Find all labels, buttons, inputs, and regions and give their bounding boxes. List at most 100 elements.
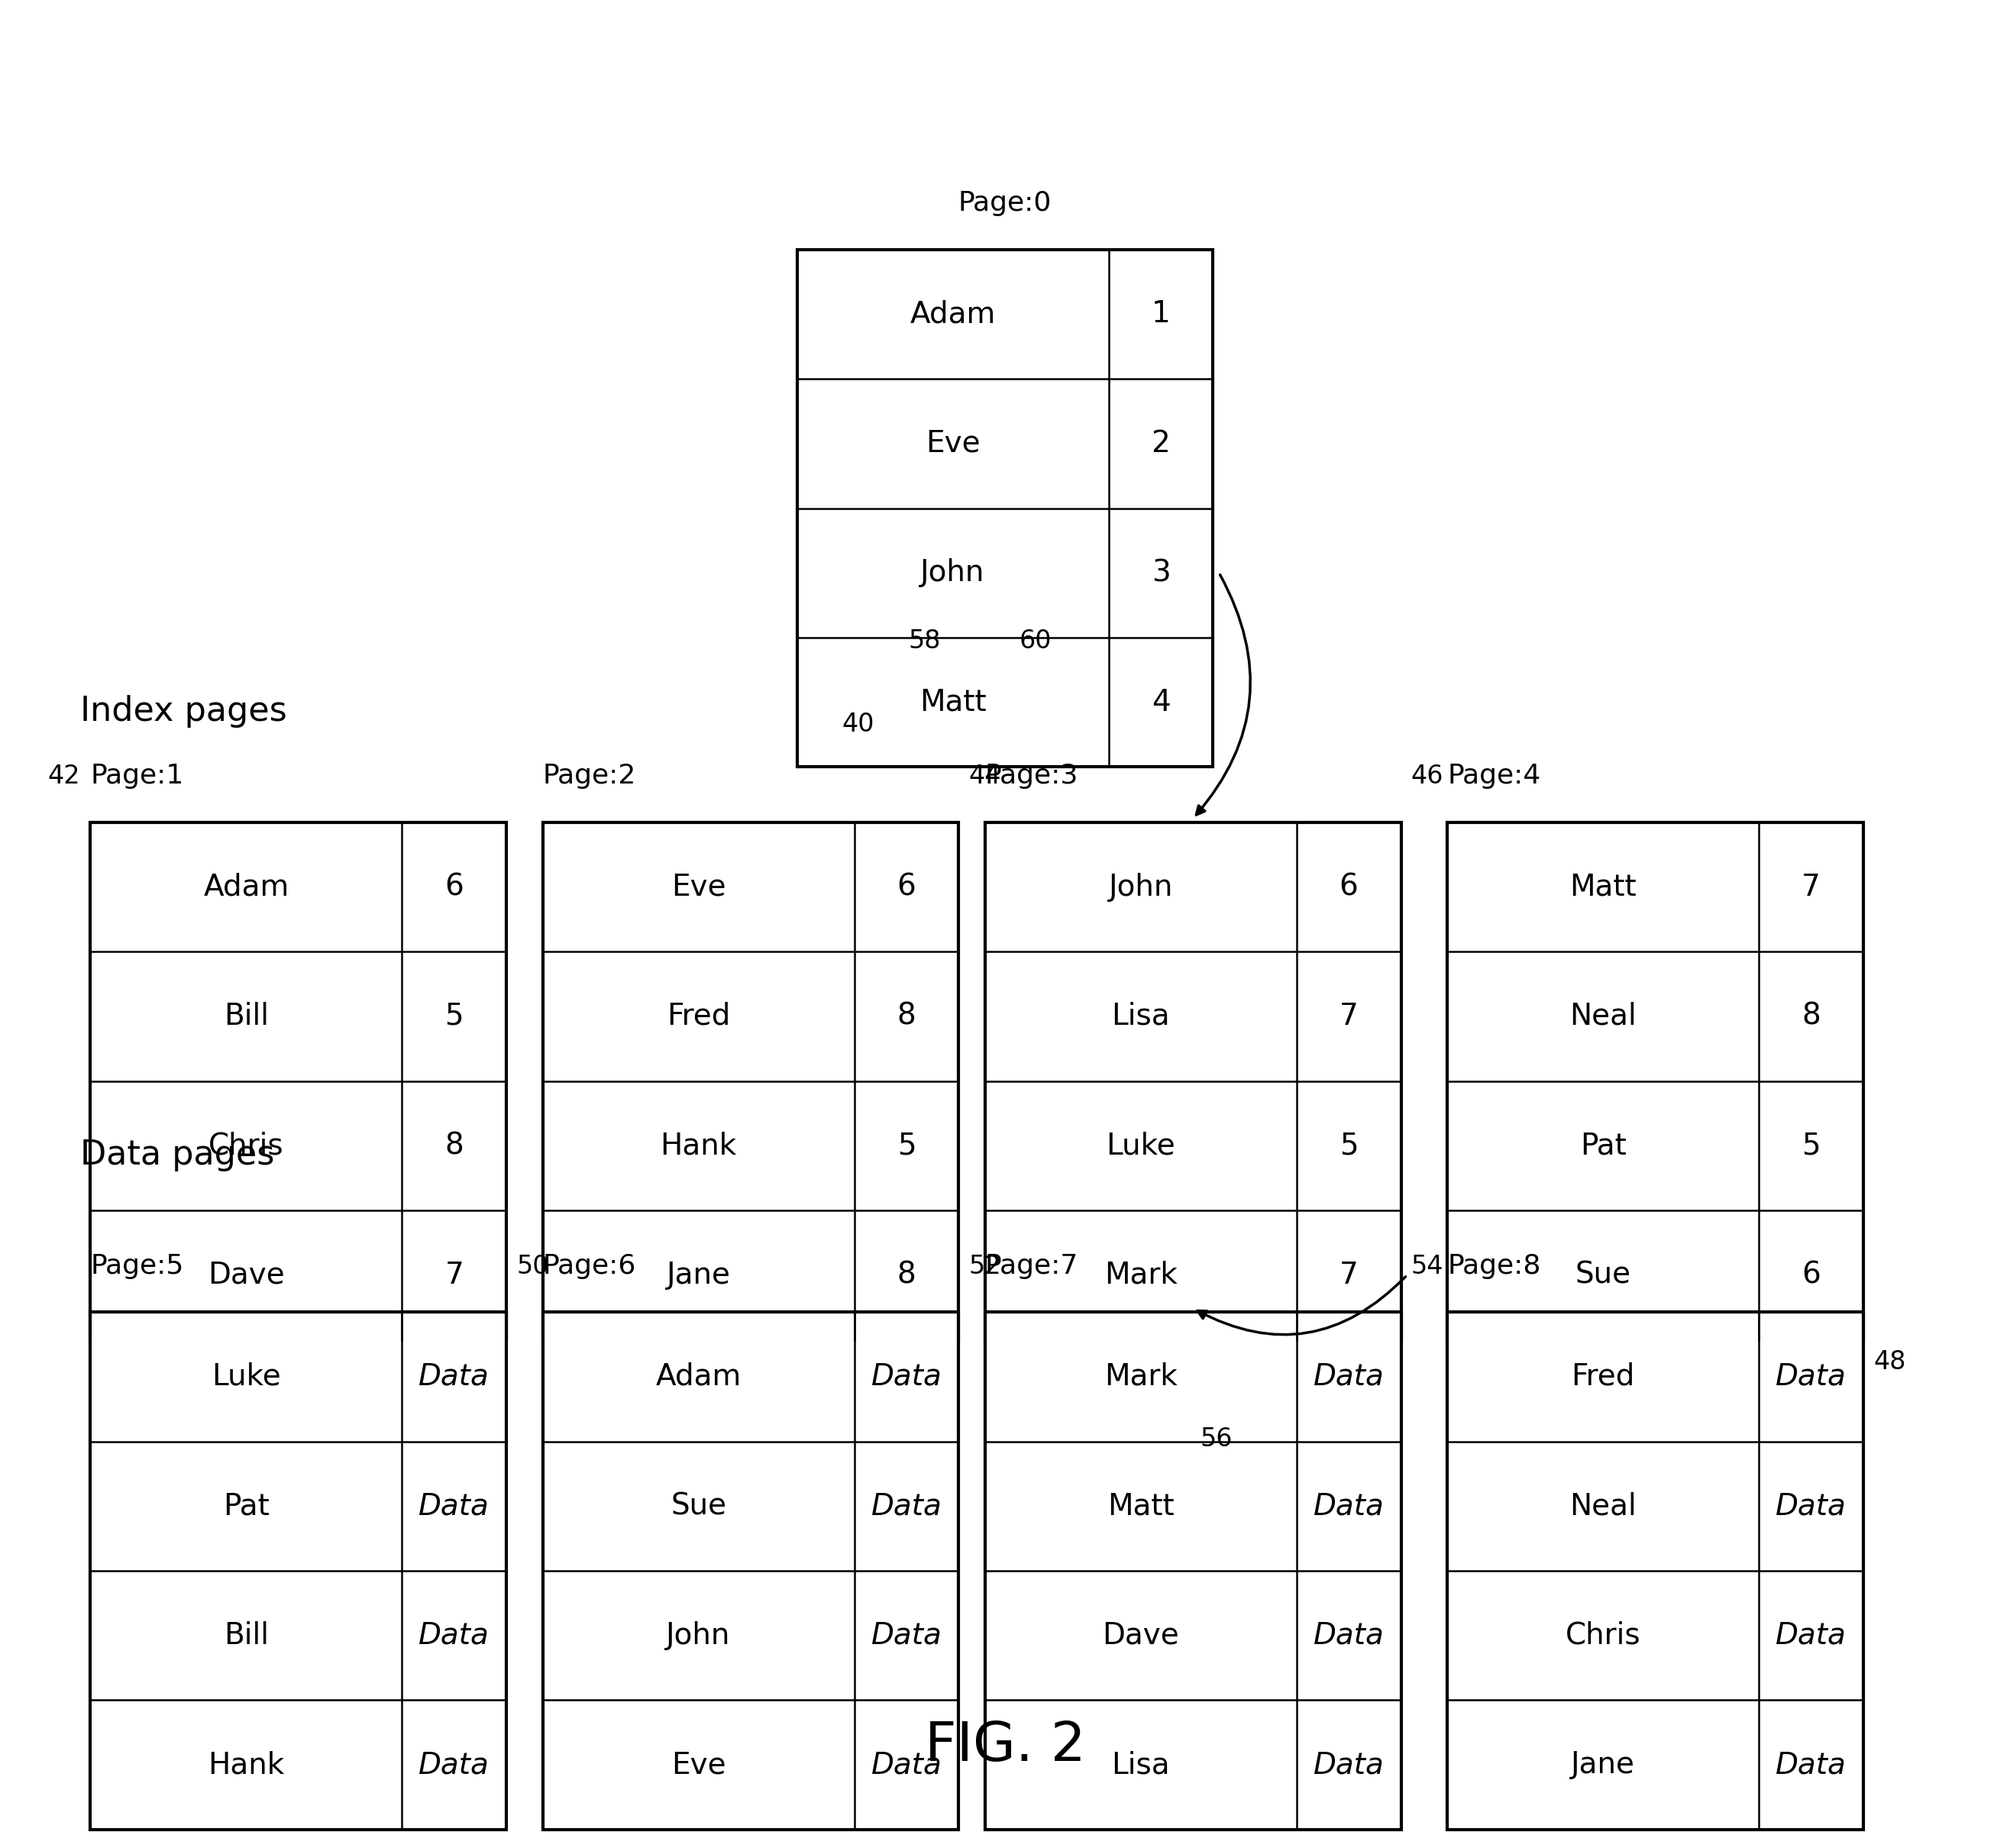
- Text: 58: 58: [909, 628, 941, 654]
- Text: Page:0: Page:0: [959, 190, 1051, 216]
- Text: 56: 56: [1200, 1427, 1232, 1453]
- Text: Mark: Mark: [1103, 1362, 1178, 1392]
- Text: Index pages: Index pages: [80, 695, 287, 728]
- Bar: [1447, 1312, 1863, 1830]
- Text: Adam: Adam: [655, 1362, 742, 1392]
- Text: Data: Data: [418, 1750, 490, 1780]
- Text: Pat: Pat: [1580, 1131, 1626, 1161]
- Text: John: John: [921, 558, 985, 588]
- Text: Data: Data: [1313, 1362, 1385, 1392]
- Text: 40: 40: [842, 711, 874, 737]
- Bar: [985, 822, 1401, 1340]
- Text: Jane: Jane: [1572, 1750, 1634, 1780]
- Text: Hank: Hank: [659, 1131, 738, 1161]
- Bar: [90, 1312, 507, 1830]
- Text: 6: 6: [896, 872, 917, 902]
- Text: Luke: Luke: [211, 1362, 281, 1392]
- Text: 2: 2: [1152, 429, 1170, 458]
- Text: Bill: Bill: [223, 1002, 269, 1031]
- Text: 8: 8: [896, 1002, 917, 1031]
- Text: Data: Data: [870, 1750, 943, 1780]
- Text: 44: 44: [969, 763, 1001, 789]
- Text: 5: 5: [896, 1131, 917, 1161]
- Text: Data: Data: [870, 1621, 943, 1650]
- Text: Pat: Pat: [223, 1491, 269, 1521]
- Text: Matt: Matt: [919, 687, 987, 717]
- Text: 6: 6: [444, 872, 464, 902]
- Text: 7: 7: [1339, 1260, 1359, 1290]
- Text: Page:8: Page:8: [1447, 1253, 1542, 1279]
- Text: 7: 7: [1339, 1002, 1359, 1031]
- Text: Sue: Sue: [1576, 1260, 1630, 1290]
- Text: Lisa: Lisa: [1112, 1002, 1170, 1031]
- Text: Chris: Chris: [1566, 1621, 1640, 1650]
- Text: Data: Data: [418, 1491, 490, 1521]
- Text: Mark: Mark: [1103, 1260, 1178, 1290]
- Bar: [90, 822, 507, 1340]
- Text: FIG. 2: FIG. 2: [925, 1720, 1085, 1772]
- Text: Data pages: Data pages: [80, 1138, 275, 1172]
- Text: Eve: Eve: [671, 1750, 726, 1780]
- Text: Matt: Matt: [1108, 1491, 1174, 1521]
- Bar: [1447, 822, 1863, 1340]
- Text: Matt: Matt: [1570, 872, 1636, 902]
- Text: Hank: Hank: [207, 1750, 285, 1780]
- Text: 50: 50: [517, 1253, 549, 1279]
- Text: Data: Data: [418, 1621, 490, 1650]
- Text: Lisa: Lisa: [1112, 1750, 1170, 1780]
- Text: 4: 4: [1152, 687, 1170, 717]
- Text: Eve: Eve: [671, 872, 726, 902]
- Text: Sue: Sue: [671, 1491, 726, 1521]
- Text: Eve: Eve: [925, 429, 981, 458]
- Text: 6: 6: [1339, 872, 1359, 902]
- Text: 6: 6: [1801, 1260, 1821, 1290]
- Text: 54: 54: [1411, 1253, 1443, 1279]
- Text: 60: 60: [1019, 628, 1051, 654]
- Text: John: John: [665, 1621, 732, 1650]
- Text: 8: 8: [1801, 1002, 1821, 1031]
- Text: Chris: Chris: [209, 1131, 283, 1161]
- Text: Data: Data: [418, 1362, 490, 1392]
- Text: Data: Data: [1775, 1362, 1847, 1392]
- Text: Dave: Dave: [1101, 1621, 1180, 1650]
- Text: 42: 42: [48, 763, 80, 789]
- Text: Jane: Jane: [667, 1260, 730, 1290]
- Text: 7: 7: [444, 1260, 464, 1290]
- Text: Adam: Adam: [911, 299, 995, 329]
- Bar: [543, 1312, 959, 1830]
- Text: Data: Data: [1313, 1621, 1385, 1650]
- Text: Dave: Dave: [207, 1260, 285, 1290]
- Text: Data: Data: [1775, 1621, 1847, 1650]
- Text: Data: Data: [1775, 1491, 1847, 1521]
- Text: Data: Data: [1313, 1750, 1385, 1780]
- Text: Bill: Bill: [223, 1621, 269, 1650]
- Bar: [796, 249, 1214, 767]
- Text: Fred: Fred: [1572, 1362, 1634, 1392]
- Text: 7: 7: [1801, 872, 1821, 902]
- Text: Adam: Adam: [203, 872, 289, 902]
- Text: Fred: Fred: [667, 1002, 730, 1031]
- Text: Page:6: Page:6: [543, 1253, 635, 1279]
- Text: John: John: [1108, 872, 1174, 902]
- Text: Page:1: Page:1: [90, 763, 183, 789]
- Text: Data: Data: [870, 1362, 943, 1392]
- Text: 8: 8: [896, 1260, 917, 1290]
- Text: 8: 8: [444, 1131, 464, 1161]
- Text: 52: 52: [969, 1253, 1001, 1279]
- Text: Page:7: Page:7: [985, 1253, 1077, 1279]
- Text: Page:5: Page:5: [90, 1253, 183, 1279]
- Text: 5: 5: [444, 1002, 464, 1031]
- Text: 5: 5: [1801, 1131, 1821, 1161]
- Text: Neal: Neal: [1570, 1002, 1636, 1031]
- Text: 1: 1: [1152, 299, 1170, 329]
- Bar: [985, 1312, 1401, 1830]
- Text: 5: 5: [1339, 1131, 1359, 1161]
- Text: Data: Data: [870, 1491, 943, 1521]
- Text: Page:3: Page:3: [985, 763, 1077, 789]
- Text: Data: Data: [1775, 1750, 1847, 1780]
- Text: 48: 48: [1873, 1349, 1905, 1375]
- Text: Data: Data: [1313, 1491, 1385, 1521]
- Bar: [543, 822, 959, 1340]
- Text: Neal: Neal: [1570, 1491, 1636, 1521]
- Text: Luke: Luke: [1106, 1131, 1176, 1161]
